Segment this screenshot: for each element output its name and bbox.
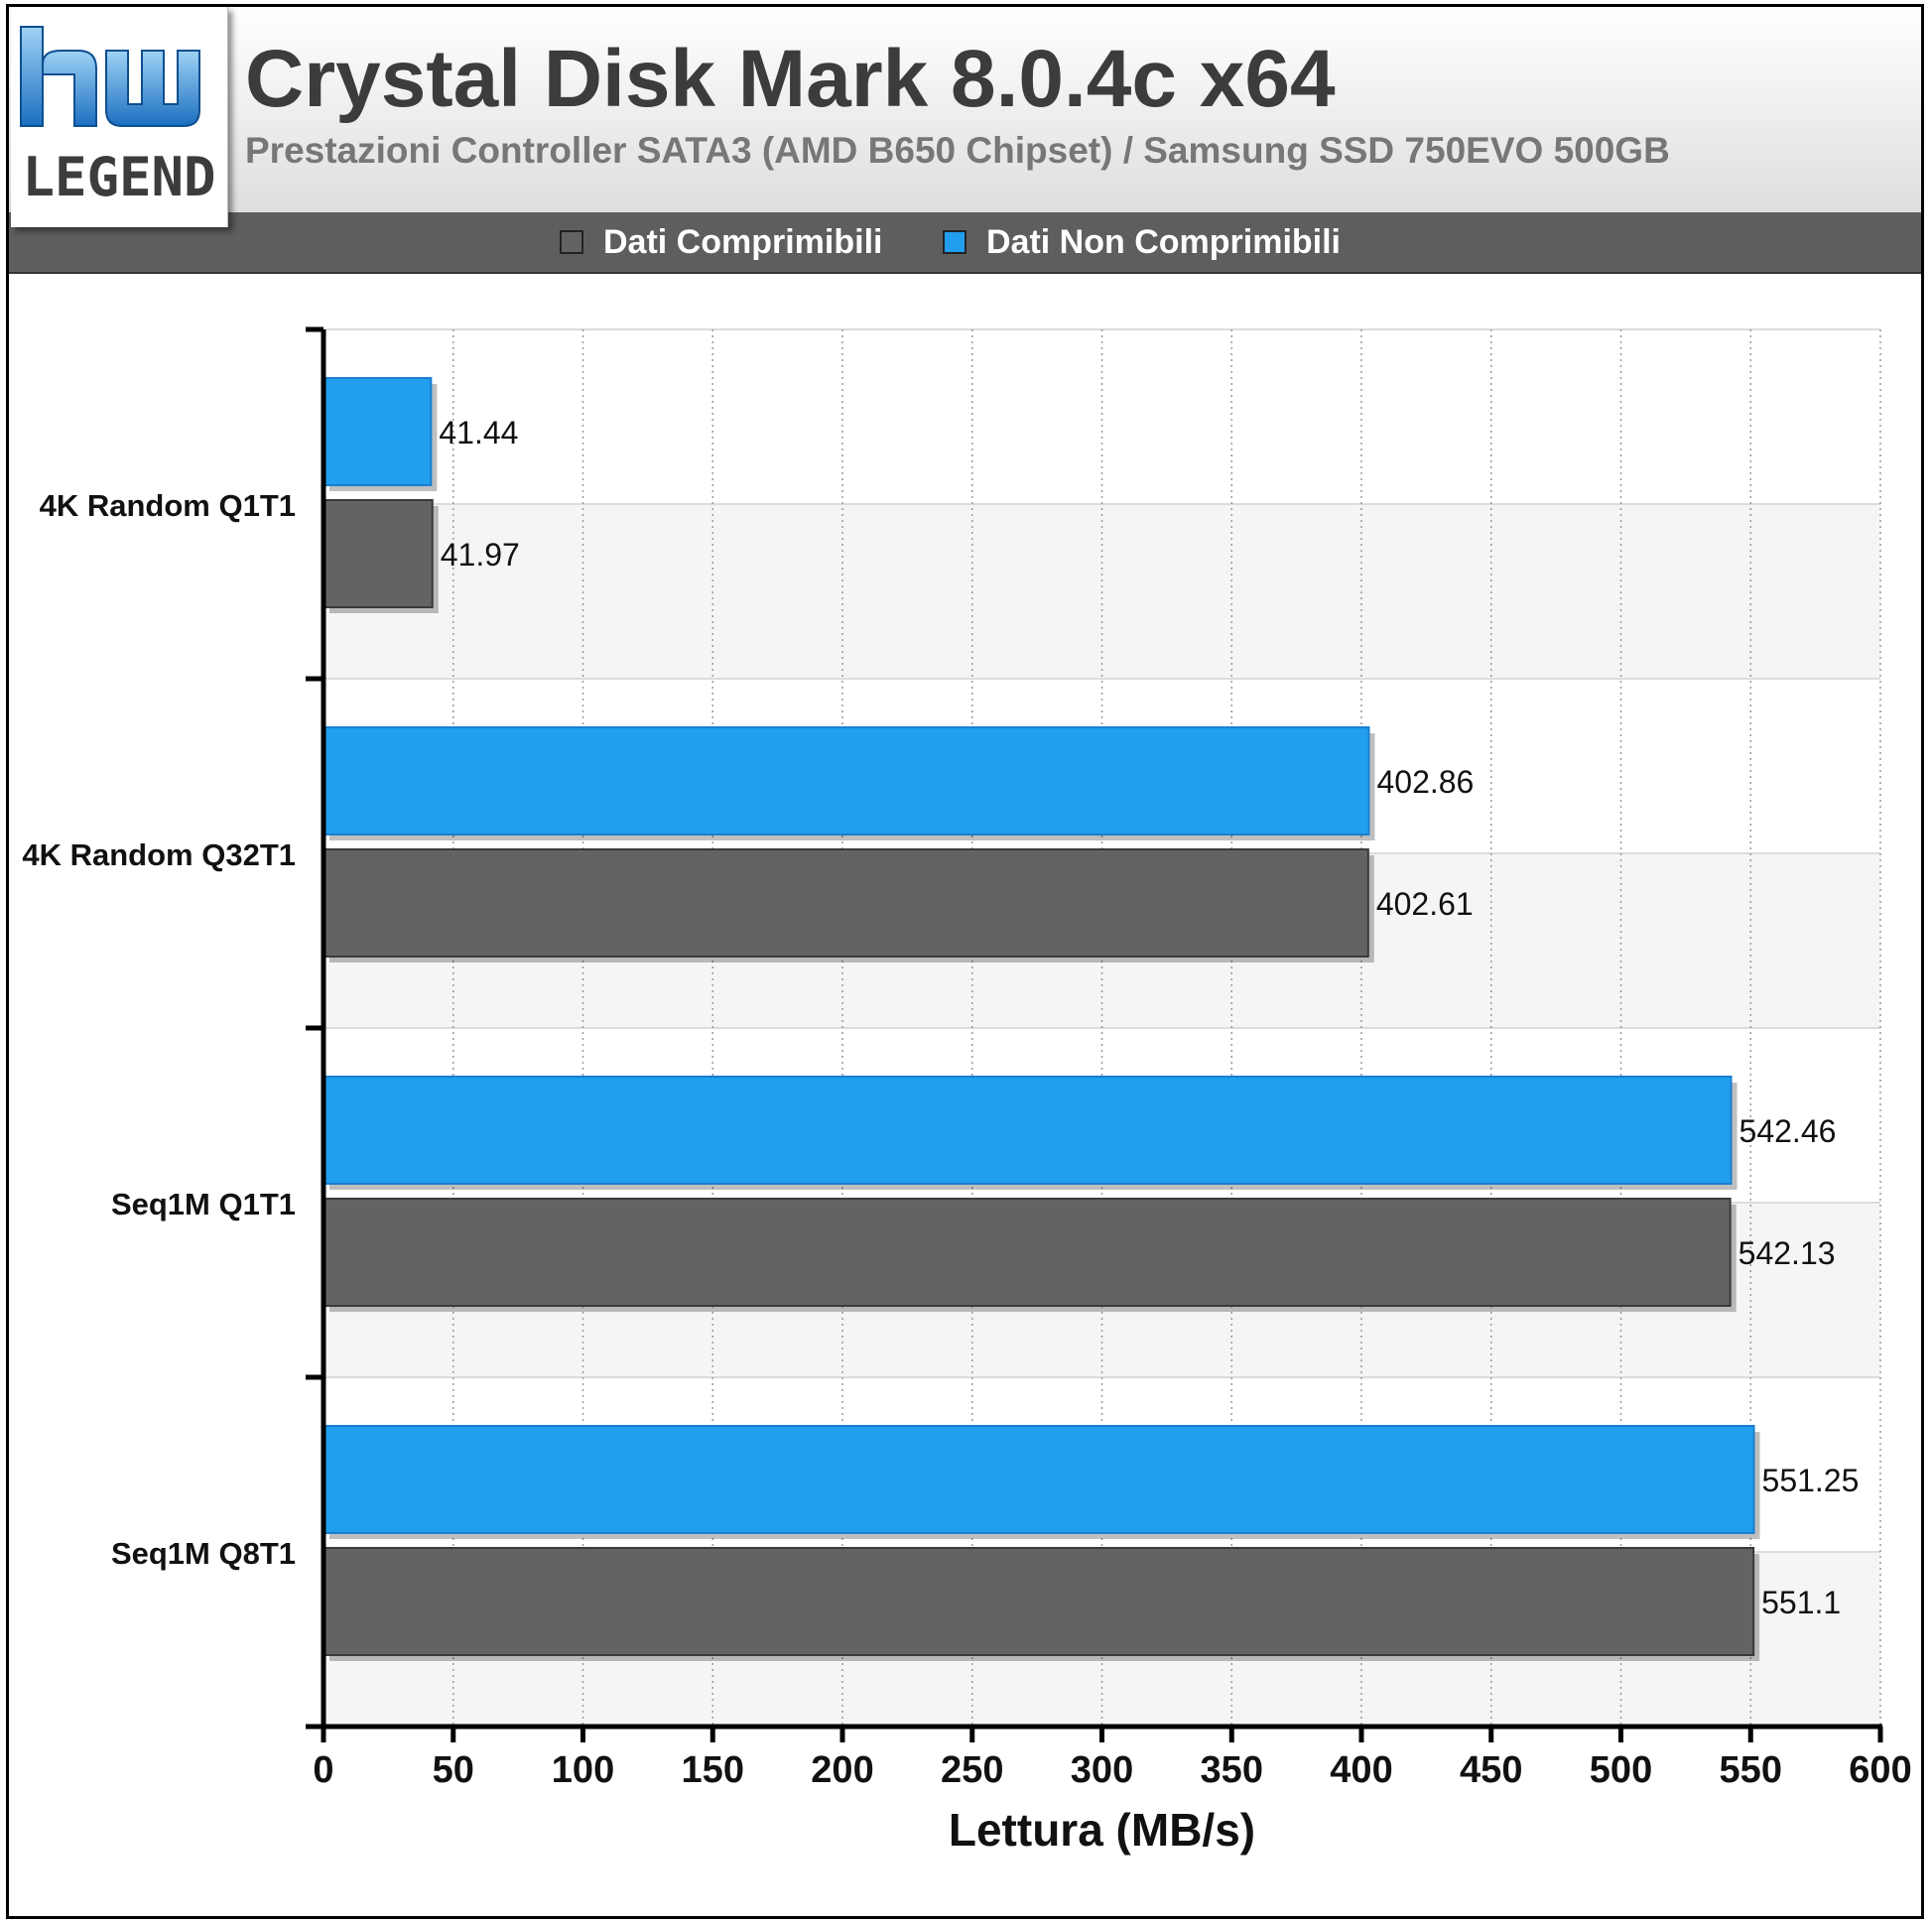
bar (322, 1076, 1733, 1185)
data-label: 41.97 (441, 537, 520, 573)
chart-header: Crystal Disk Mark 8.0.4c x64 Prestazioni… (9, 7, 1921, 214)
x-tick-label: 450 (1460, 1749, 1522, 1791)
data-label: 402.86 (1376, 764, 1474, 800)
hwlegend-logo: LEGEND (11, 7, 228, 227)
legend-swatch-comprimibili (560, 230, 583, 254)
bar (322, 1198, 1732, 1307)
x-tick-label: 250 (941, 1749, 1003, 1791)
data-label: 551.1 (1761, 1585, 1841, 1620)
x-tick-label: 50 (433, 1749, 474, 1791)
bar (322, 1425, 1755, 1534)
category-label: Seq1M Q8T1 (111, 1536, 296, 1571)
legend: Dati Comprimibili Dati Non Comprimibili (9, 212, 1921, 274)
data-label: 542.13 (1739, 1235, 1836, 1271)
x-tick-label: 0 (313, 1749, 333, 1791)
bar (322, 377, 433, 486)
x-tick-label: 550 (1720, 1749, 1782, 1791)
logo-text: LEGEND (22, 146, 215, 208)
legend-item-non-comprimibili: Dati Non Comprimibili (943, 222, 1341, 262)
chart-subtitle: Prestazioni Controller SATA3 (AMD B650 C… (245, 130, 1670, 171)
bar (322, 726, 1370, 835)
x-tick-label: 300 (1071, 1749, 1133, 1791)
data-label: 402.61 (1376, 886, 1474, 922)
legend-item-comprimibili: Dati Comprimibili (560, 222, 882, 262)
bar (322, 1547, 1755, 1656)
data-label: 41.44 (439, 415, 518, 450)
x-tick-label: 500 (1590, 1749, 1652, 1791)
x-tick-label: 350 (1201, 1749, 1263, 1791)
category-label: Seq1M Q1T1 (111, 1187, 296, 1221)
data-label: 542.46 (1739, 1113, 1837, 1149)
legend-label-non-comprimibili: Dati Non Comprimibili (986, 222, 1341, 261)
category-label: 4K Random Q1T1 (40, 488, 296, 523)
logo-image: LEGEND (20, 26, 216, 208)
row-band (323, 329, 1880, 504)
data-label: 551.25 (1762, 1463, 1860, 1498)
x-axis-label: Lettura (MB/s) (949, 1804, 1255, 1856)
x-tick-label: 600 (1849, 1749, 1911, 1791)
x-tick-label: 200 (811, 1749, 873, 1791)
bar (322, 848, 1369, 958)
legend-swatch-non-comprimibili (943, 230, 966, 254)
legend-label-comprimibili: Dati Comprimibili (603, 222, 883, 261)
x-tick-label: 100 (552, 1749, 614, 1791)
category-label: 4K Random Q32T1 (22, 837, 296, 872)
x-tick-label: 150 (682, 1749, 744, 1791)
x-tick-label: 400 (1330, 1749, 1392, 1791)
chart-title: Crystal Disk Mark 8.0.4c x64 (245, 34, 1336, 124)
bar (322, 499, 434, 608)
